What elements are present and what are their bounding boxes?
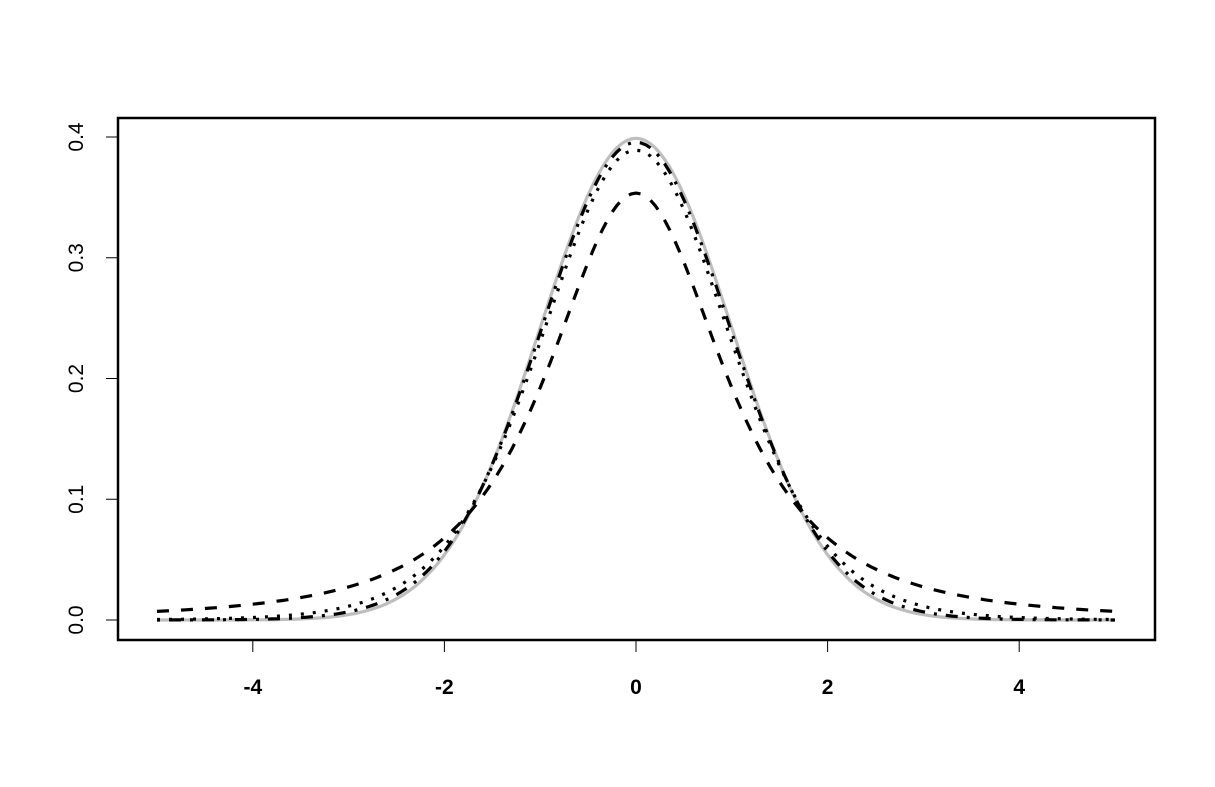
series-line-solid	[157, 136, 1115, 622]
plot-curves	[156, 136, 1116, 622]
y-tick-label: 0.0	[65, 605, 88, 634]
x-tick-label: -2	[435, 676, 454, 699]
x-axis: -4 -2 0 2 4	[243, 639, 1025, 699]
y-tick-label: 0.3	[65, 243, 88, 272]
y-tick-label: 0.4	[65, 122, 88, 152]
x-tick-label: 4	[1013, 676, 1025, 699]
x-tick-label: 2	[822, 676, 834, 699]
series-line-dotdash	[157, 140, 1115, 622]
y-tick-label: 0.2	[65, 364, 88, 393]
y-tick-label: 0.1	[65, 485, 88, 514]
x-tick-label: 0	[630, 676, 642, 699]
y-axis: 0.0 0.1 0.2 0.3 0.4	[65, 122, 119, 635]
series-line-dotted	[157, 148, 1115, 622]
x-tick-label: -4	[243, 676, 262, 699]
series-line-dashed	[156, 191, 1116, 613]
plot-frame	[116, 116, 1157, 642]
